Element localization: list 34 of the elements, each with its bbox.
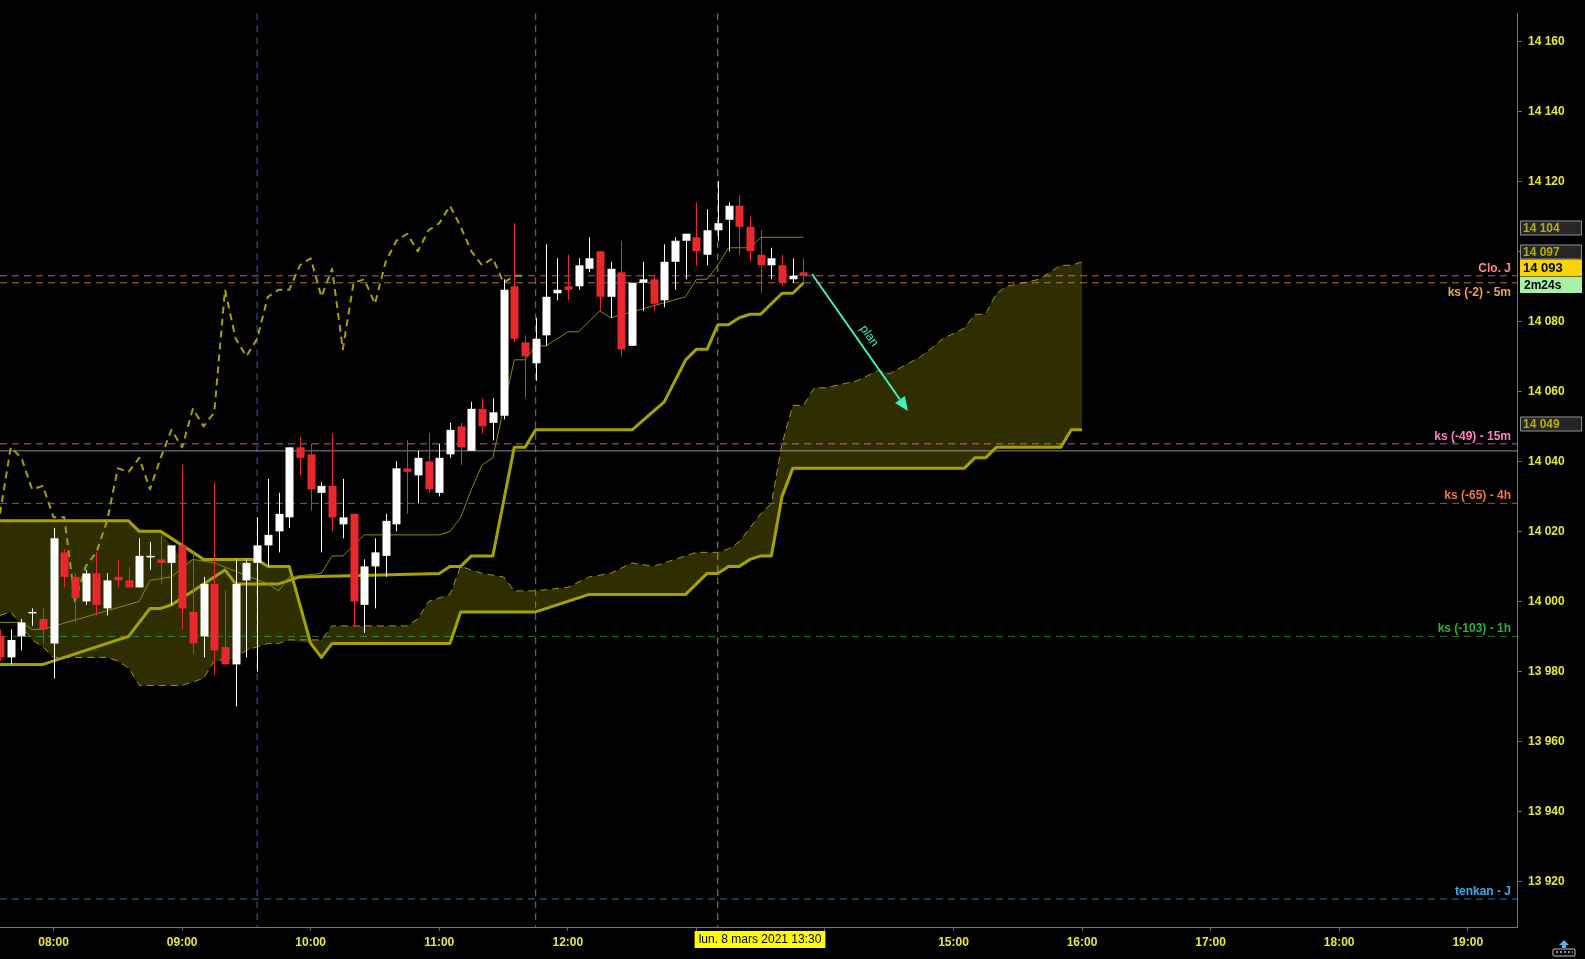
x-tick-label: 15:00 [938,934,970,949]
x-tick-label: 12:00 [552,934,584,949]
text: 14 049 [1523,416,1561,431]
text: 14 093 [1523,260,1563,276]
y-tick-label: 13 920 [1528,873,1566,888]
x-tick-label: 10:00 [295,934,327,949]
ref-line-label: Clo. J [1478,260,1511,275]
ref-line-label: tenkan - J [1454,883,1511,898]
text: 14 097 [1523,244,1561,259]
y-tick-label: 13 940 [1528,803,1566,818]
y-tick-label: 14 140 [1528,103,1566,118]
text: 14 104 [1523,220,1561,235]
ref-line-label: ks (-103) - 1h [1437,621,1511,636]
text: lun. 8 mars 2021 13:30 [698,932,822,947]
y-tick-label: 14 060 [1528,383,1566,398]
x-tick-label: 17:00 [1195,934,1227,949]
y-tick-label: 13 980 [1528,663,1566,678]
y-tick-label: 14 020 [1528,523,1566,538]
ref-line-label: ks (-49) - 15m [1434,428,1511,443]
y-tick-label: 14 160 [1528,33,1566,48]
y-tick-label: 14 120 [1528,173,1566,188]
text: 2m24s [1524,277,1562,292]
x-tick-label: 11:00 [424,934,455,949]
y-tick-label: 14 040 [1528,453,1566,468]
y-tick-label: 14 000 [1528,593,1566,608]
x-tick-label: 09:00 [166,934,198,949]
x-tick-label: 19:00 [1452,934,1484,949]
x-tick-label: 16:00 [1066,934,1098,949]
x-tick-label: 08:00 [38,934,70,949]
y-tick-label: 13 960 [1528,733,1566,748]
ref-line-label: ks (-2) - 5m [1447,284,1511,299]
y-tick-label: 14 080 [1528,313,1566,328]
ref-line-label: ks (-65) - 4h [1444,488,1511,503]
x-tick-label: 18:00 [1323,934,1355,949]
